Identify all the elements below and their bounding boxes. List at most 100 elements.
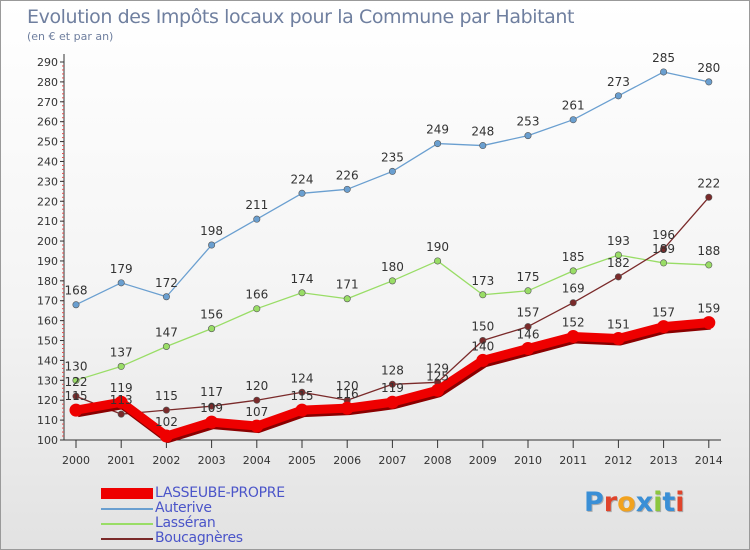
data-label: 235	[381, 150, 404, 164]
data-label: 173	[471, 274, 494, 288]
data-point	[388, 380, 396, 388]
data-point	[340, 401, 354, 415]
data-point	[569, 299, 577, 307]
data-label: 190	[426, 240, 449, 254]
data-point	[205, 415, 219, 429]
legend-label: LASSEUBE-PROPRE	[155, 485, 285, 501]
data-point	[524, 287, 532, 295]
y-tick-label: 220	[37, 195, 58, 208]
x-tick-label: 2005	[288, 454, 316, 467]
data-point	[72, 301, 80, 309]
series-3	[72, 193, 713, 418]
logo-letter: o	[617, 487, 636, 518]
data-label: 115	[65, 389, 88, 403]
data-point	[253, 396, 261, 404]
logo-letter: x	[635, 487, 654, 518]
x-tick-label: 2004	[243, 454, 271, 467]
data-point	[479, 291, 487, 299]
data-label: 166	[245, 288, 268, 302]
data-point	[388, 277, 396, 285]
y-tick-label: 120	[37, 394, 58, 407]
data-label: 180	[381, 260, 404, 274]
data-label: 116	[336, 387, 359, 401]
data-label: 211	[245, 198, 268, 212]
data-label: 120	[245, 379, 268, 393]
data-point	[159, 429, 173, 443]
data-point	[569, 116, 577, 124]
data-label: 174	[291, 272, 314, 286]
data-label: 119	[381, 381, 404, 395]
x-tick-label: 2003	[198, 454, 226, 467]
legend-item: Boucagnères	[101, 530, 361, 547]
data-label: 151	[607, 318, 630, 332]
data-point	[614, 92, 622, 100]
data-label: 102	[155, 415, 178, 429]
proxiti-logo: Proxiti	[584, 487, 685, 518]
y-tick-label: 240	[37, 155, 58, 168]
data-label: 157	[517, 306, 540, 320]
data-label: 224	[291, 172, 314, 186]
data-point	[657, 320, 671, 334]
data-label: 285	[652, 51, 675, 65]
x-tick-label: 2014	[695, 454, 723, 467]
logo-letter: i	[653, 487, 663, 518]
data-point	[343, 295, 351, 303]
x-tick-label: 2010	[514, 454, 542, 467]
x-tick-label: 2013	[650, 454, 678, 467]
data-label: 179	[110, 262, 133, 276]
series-2	[72, 251, 713, 384]
logo-letter: t	[662, 487, 676, 518]
x-tick-label: 2008	[424, 454, 452, 467]
y-tick-label: 290	[37, 56, 58, 69]
y-tick-label: 130	[37, 374, 58, 387]
y-tick-label: 270	[37, 96, 58, 109]
data-label: 159	[697, 302, 720, 316]
data-label: 157	[652, 306, 675, 320]
legend-item: LASSEUBE-PROPRE	[101, 485, 361, 502]
y-tick-label: 200	[37, 235, 58, 248]
y-tick-label: 230	[37, 175, 58, 188]
data-label: 168	[65, 284, 88, 298]
data-label: 107	[245, 405, 268, 419]
data-point	[660, 68, 668, 76]
y-tick-label: 170	[37, 295, 58, 308]
data-point	[660, 259, 668, 267]
data-label: 185	[562, 250, 585, 264]
data-point	[117, 410, 125, 418]
legend-swatch	[101, 523, 153, 525]
data-point	[476, 353, 490, 367]
data-label: 146	[517, 327, 540, 341]
logo-letter: r	[603, 487, 618, 518]
legend-label: Auterive	[155, 500, 212, 516]
data-label: 196	[652, 228, 675, 242]
data-point	[524, 323, 532, 331]
data-label: 226	[336, 168, 359, 182]
y-tick-label: 250	[37, 136, 58, 149]
data-point	[208, 325, 216, 333]
data-label: 117	[200, 385, 223, 399]
legend-swatch	[101, 508, 153, 510]
data-label: 140	[471, 339, 494, 353]
data-point	[385, 395, 399, 409]
x-tick-label: 2006	[333, 454, 361, 467]
y-tick-label: 110	[37, 414, 58, 427]
data-label: 273	[607, 75, 630, 89]
data-point	[705, 78, 713, 86]
y-tick-label: 160	[37, 315, 58, 328]
legend-label: Lasséran	[155, 515, 216, 531]
data-point	[69, 403, 83, 417]
x-tick-label: 2002	[152, 454, 180, 467]
data-label: 109	[200, 401, 223, 415]
series-1	[72, 68, 713, 309]
data-point	[298, 388, 306, 396]
data-point	[162, 406, 170, 414]
data-point	[72, 376, 80, 384]
chart-title: Evolution des Impôts locaux pour la Comm…	[27, 6, 575, 28]
logo-letter: P	[584, 487, 604, 518]
data-point	[117, 362, 125, 370]
data-point	[611, 332, 625, 346]
data-label: 113	[110, 393, 133, 407]
legend-swatch	[101, 488, 153, 499]
